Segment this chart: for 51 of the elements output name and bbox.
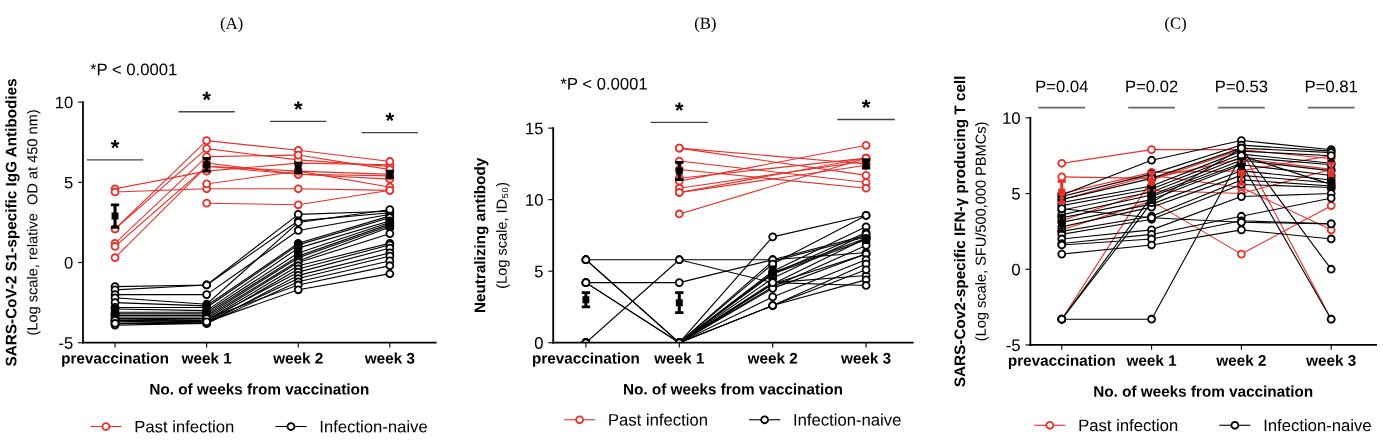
y-tick-label: 0 [534, 337, 543, 349]
y-tick-label: 0 [64, 256, 73, 269]
x-tick-label: week 2 [273, 352, 323, 364]
x-tick-label: prevaccination [532, 352, 639, 367]
text: P=0.81 [1305, 80, 1358, 93]
text: * [861, 99, 871, 108]
legend-label: Past infection [1079, 419, 1178, 432]
y-tick-label: 10 [55, 96, 73, 109]
y-tick-label: 15 [526, 122, 543, 135]
y-axis-title: SARS-CoV-2 S1-specific IgG Antibodies (Log scale, relative OD at 450 nm) [5, 79, 41, 367]
y-tick-label: 5 [64, 176, 73, 189]
text: *P < 0.0001 [560, 77, 647, 90]
annotation: * [293, 101, 303, 110]
x-tick-label: week 3 [1306, 354, 1356, 366]
x-tick-label: prevaccination [1008, 354, 1115, 369]
chart-title: (C) [1165, 17, 1186, 33]
x-tick-label: week 1 [1126, 354, 1177, 366]
y-tick-label: 10 [526, 194, 543, 206]
y-axis-title: SARS-Cov2-specific IFN-γ producing T cell (Log scale, SFU/500,000 PBMCs) [954, 76, 989, 387]
legend-label: Infection-naive [794, 413, 901, 426]
x-axis-title: No. of weeks from vaccination [624, 383, 842, 395]
legend-label: Infection-naive [320, 420, 427, 433]
x-axis-title: No. of weeks from vaccination [150, 383, 369, 395]
y-axis-title: Neutralizing antibody (Log scale, ID₅₀) [474, 157, 510, 313]
annotation: * [385, 112, 395, 121]
y-tick-label: 5 [534, 265, 543, 278]
legend-label: Past infection [609, 413, 707, 426]
legend-label: Past infection [135, 420, 234, 433]
x-tick-label: prevaccination [62, 352, 169, 367]
y-tick-label: 5 [1012, 188, 1020, 200]
y-tick-label: -5 [1006, 339, 1020, 352]
annotation: * [110, 139, 120, 149]
x-tick-label: week 2 [747, 352, 798, 364]
x-tick-label: week 3 [840, 352, 891, 364]
x-tick-label: week 1 [181, 352, 232, 364]
x-tick-label: week 3 [364, 352, 415, 364]
text: P=0.53 [1216, 80, 1268, 93]
chart-title: (B) [694, 17, 716, 33]
y-tick-label: 0 [1012, 263, 1020, 276]
text: *P < 0.0001 [90, 63, 177, 76]
text: * [675, 102, 684, 111]
chart-title: (A) [220, 17, 243, 33]
y-tick-label: 10 [1003, 112, 1020, 125]
text: * [202, 91, 211, 101]
x-axis-title: No. of weeks from vaccination [1094, 385, 1313, 397]
legend-label: Infection-naive [1264, 419, 1371, 432]
y-tick-label: -5 [59, 337, 73, 349]
x-tick-label: week 2 [1216, 354, 1266, 366]
x-tick-label: week 1 [654, 352, 704, 364]
text: P=0.02 [1126, 80, 1178, 93]
text: P=0.04 [1036, 80, 1088, 93]
